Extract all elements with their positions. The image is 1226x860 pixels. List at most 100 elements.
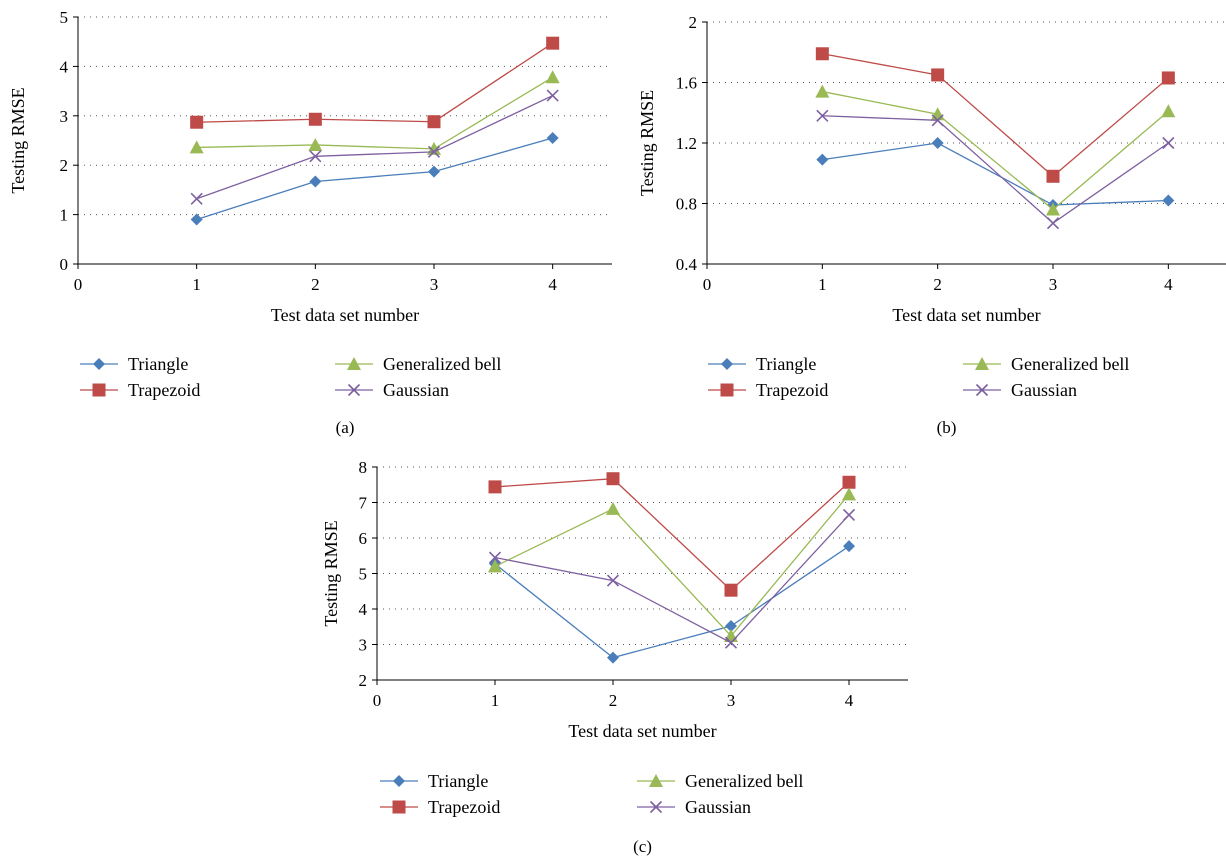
data-point [428,165,440,178]
series-triangle [190,132,559,226]
legend-label: Triangle [428,771,488,791]
y-tick-label: 4 [60,57,69,76]
y-tick-label: 3 [60,107,69,126]
data-point [931,114,944,127]
x-tick-label: 1 [818,275,827,294]
legend-entry-triangle: Triangle [708,354,816,374]
data-point [190,192,203,205]
legend-entry-trapezoid: Trapezoid [708,380,828,400]
y-tick-label: 7 [359,494,368,513]
series-line-trapezoid [494,478,850,592]
series-trapezoid [815,47,1175,183]
data-point [545,70,560,84]
series-generalized-bell [815,84,1176,216]
legend-label: Gaussian [383,380,449,400]
x-tick-label: 0 [703,275,712,294]
data-point [1162,194,1175,207]
data-point [1046,217,1060,230]
data-point [842,487,856,501]
legend-label: Generalized bell [685,771,803,791]
y-tick-label: 2 [359,671,368,690]
legend-marker [347,357,361,370]
x-tick-label: 4 [845,691,854,710]
legend-label: Trapezoid [756,380,828,400]
data-point [606,472,620,486]
data-point [842,508,856,521]
y-tick-label: 5 [60,8,69,27]
legend-entry-triangle: Triangle [380,771,488,791]
legend-entry-generalized-bell: Generalized bell [963,354,1129,374]
legend: Triangle Generalized bell Trapezoid Gaussia… [708,354,1129,400]
legend: Triangle Generalized bell Trapezoid Gaussia… [380,771,803,817]
data-point [309,175,322,188]
legend-entry-generalized-bell: Generalized bell [637,771,803,791]
chart-panel-3: 2 3 4 5 6 7 8 0 1 2 3 4 Test data set number Testing … [321,458,908,856]
data-point [1046,202,1060,216]
legend-marker [392,800,406,814]
series-trapezoid [190,36,560,129]
data-point [488,480,502,494]
series-gaussian [488,508,856,649]
y-tick-label: 1 [60,206,69,225]
data-point [606,574,620,587]
data-point [308,137,323,151]
data-point [816,109,829,122]
y-axis-title: Testing RMSE [321,520,341,626]
x-tick-label: 3 [1049,275,1058,294]
x-tick-label: 2 [933,275,942,294]
series-gaussian [190,89,559,205]
data-point [546,89,559,102]
y-tick-label: 0 [60,255,69,274]
y-axis-title: Testing RMSE [637,90,657,196]
y-tick-label: 3 [359,636,368,655]
data-point [1162,136,1175,150]
x-tick-label: 0 [74,275,83,294]
legend-marker [975,357,989,370]
panel-caption: (c) [633,837,652,856]
data-point [488,559,502,573]
series-trapezoid [488,472,856,597]
data-point [815,47,829,61]
y-tick-label: 2 [689,13,698,32]
series-line-generalized-bell [494,493,850,637]
data-point [842,475,856,489]
series-line-gaussian [494,514,850,644]
legend-marker [347,383,361,397]
legend-entry-triangle: Triangle [80,354,188,374]
data-point [309,150,322,163]
legend-label: Trapezoid [428,797,500,817]
data-point [724,636,738,649]
legend-marker [649,774,663,787]
series-line-trapezoid [822,53,1169,178]
series-triangle [816,137,1175,212]
legend-label: Trapezoid [128,380,200,400]
legend-marker [975,383,989,397]
legend-entry-gaussian: Gaussian [335,380,449,400]
data-point [190,213,203,226]
x-tick-label: 1 [192,275,201,294]
legend-marker [720,383,734,397]
data-point [606,501,620,515]
legend-marker [93,358,105,370]
legend: Triangle Generalized bell Trapezoid Gaussia… [80,354,501,400]
x-tick-label: 2 [311,275,320,294]
y-tick-label: 5 [359,565,368,584]
y-tick-label: 0.4 [676,255,698,274]
y-axis-title: Testing RMSE [8,87,28,193]
legend-label: Gaussian [1011,380,1077,400]
x-axis-title: Test data set number [568,721,716,741]
chart-panel-1: 0 1 2 3 4 5 0 1 2 3 4 Test data set number Testing R… [8,8,612,437]
y-tick-label: 0.8 [676,195,697,214]
series-line-generalized-bell [822,90,1169,211]
data-point [427,145,441,158]
data-point [843,540,855,553]
x-tick-label: 1 [491,691,500,710]
legend-entry-trapezoid: Trapezoid [80,380,200,400]
legend-label: Gaussian [685,797,751,817]
series-line-generalized-bell [196,76,554,150]
x-axis-title: Test data set number [271,305,419,325]
legend-label: Generalized bell [1011,354,1129,374]
legend-entry-trapezoid: Trapezoid [380,797,500,817]
legend-marker [721,358,733,370]
